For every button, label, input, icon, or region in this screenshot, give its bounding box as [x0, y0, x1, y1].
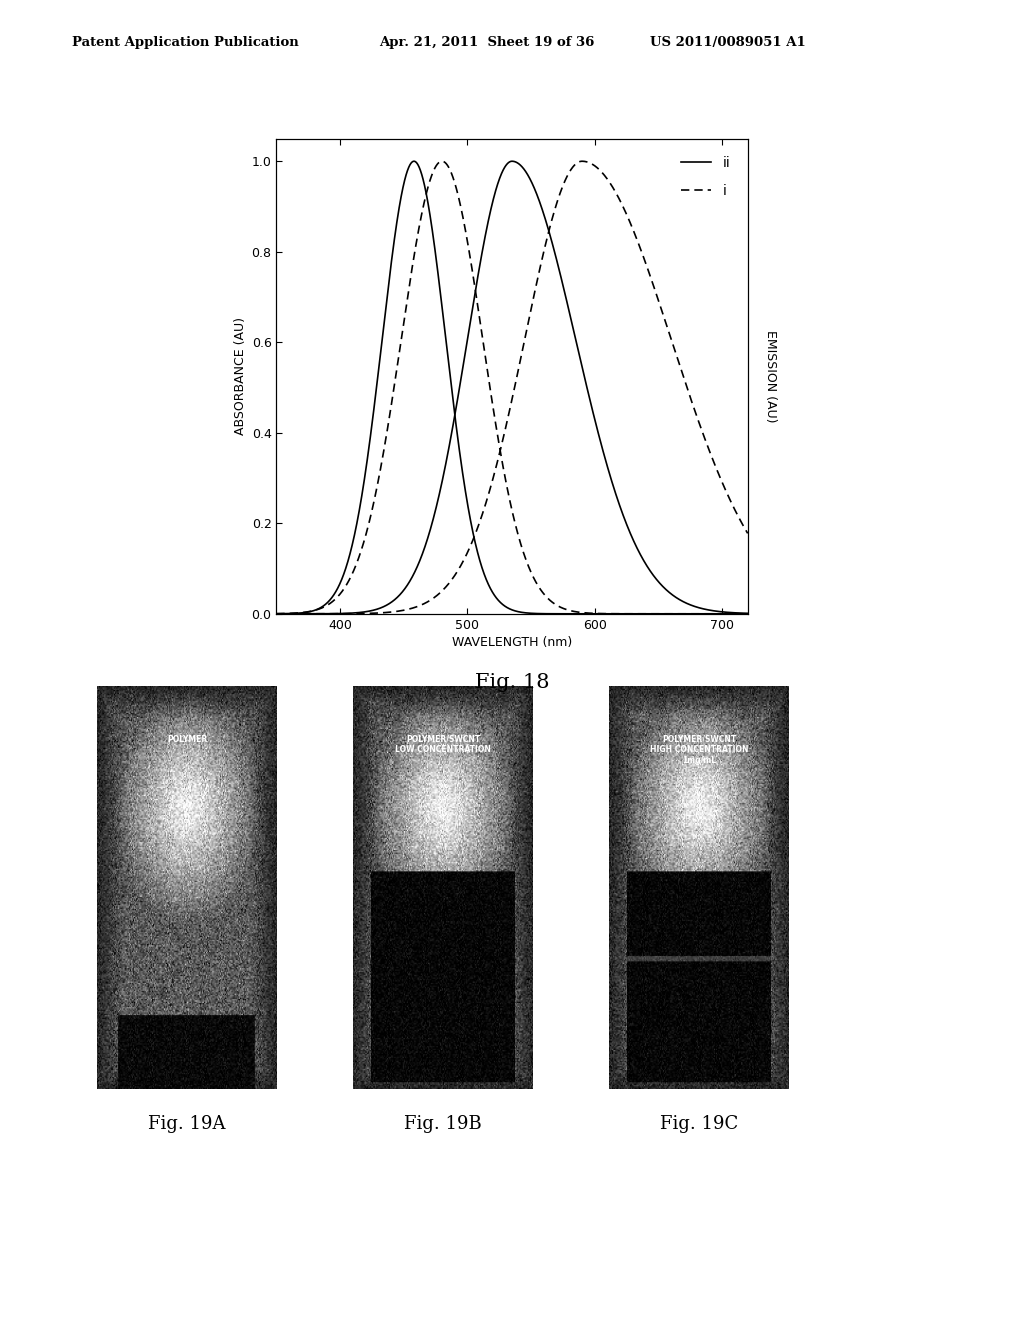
Text: Fig. 18: Fig. 18 [475, 673, 549, 692]
Text: Fig. 19B: Fig. 19B [404, 1115, 481, 1134]
Text: POLYMER: POLYMER [167, 735, 207, 743]
Text: POLYMER/SWCNT
HIGH CONCENTRATION
1mg/mL: POLYMER/SWCNT HIGH CONCENTRATION 1mg/mL [649, 735, 749, 764]
X-axis label: WAVELENGTH (nm): WAVELENGTH (nm) [452, 636, 572, 649]
Legend: ii, i: ii, i [676, 150, 736, 203]
Y-axis label: ABSORBANCE (AU): ABSORBANCE (AU) [234, 317, 248, 436]
Text: Apr. 21, 2011  Sheet 19 of 36: Apr. 21, 2011 Sheet 19 of 36 [379, 36, 594, 49]
Text: US 2011/0089051 A1: US 2011/0089051 A1 [650, 36, 806, 49]
Text: Fig. 19C: Fig. 19C [659, 1115, 738, 1134]
Text: POLYMER/SWCNT
LOW CONCENTRATION: POLYMER/SWCNT LOW CONCENTRATION [395, 735, 490, 754]
Text: Fig. 19A: Fig. 19A [148, 1115, 225, 1134]
Y-axis label: EMISSION (AU): EMISSION (AU) [764, 330, 777, 422]
Text: Patent Application Publication: Patent Application Publication [72, 36, 298, 49]
